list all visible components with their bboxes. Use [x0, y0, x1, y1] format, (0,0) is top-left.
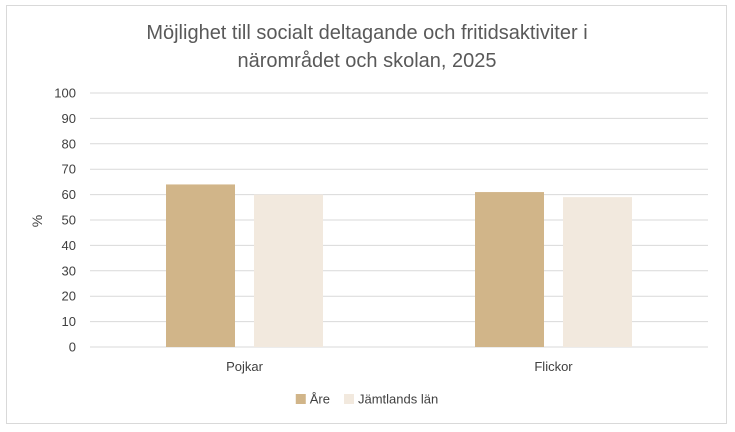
legend-swatch	[344, 394, 355, 404]
legend-swatch	[295, 394, 306, 404]
x-tick-label: Pojkar	[226, 359, 264, 374]
legend: Åre Jämtlands län	[295, 392, 438, 407]
bar	[166, 184, 235, 347]
y-tick-label: 10	[62, 314, 76, 329]
x-tick-label: Flickor	[534, 359, 573, 374]
y-tick-label: 50	[62, 213, 76, 228]
y-tick-label: 80	[62, 136, 76, 151]
y-tick-label: 20	[62, 289, 76, 304]
bars	[166, 184, 632, 347]
y-tick-label: 100	[54, 86, 76, 101]
legend-label: Jämtlands län	[358, 392, 438, 407]
y-tick-label: 40	[62, 238, 76, 253]
y-tick-label: 90	[62, 111, 76, 126]
y-tick-labels: 0 10 20 30 40 50 60 70 80 90 100	[54, 86, 76, 355]
bar	[254, 194, 323, 347]
y-tick-label: 60	[62, 187, 76, 202]
y-axis-label: %	[29, 215, 45, 227]
legend-label: Åre	[310, 392, 330, 407]
bar	[475, 192, 544, 347]
chart-title-line-2: närområdet och skolan, 2025	[237, 50, 496, 72]
y-tick-label: 0	[69, 340, 76, 355]
y-tick-label: 30	[62, 263, 76, 278]
chart-title-line-1: Möjlighet till socialt deltagande och fr…	[146, 22, 587, 44]
y-tick-label: 70	[62, 162, 76, 177]
x-tick-labels: Pojkar Flickor	[226, 359, 573, 374]
bar	[563, 197, 632, 347]
